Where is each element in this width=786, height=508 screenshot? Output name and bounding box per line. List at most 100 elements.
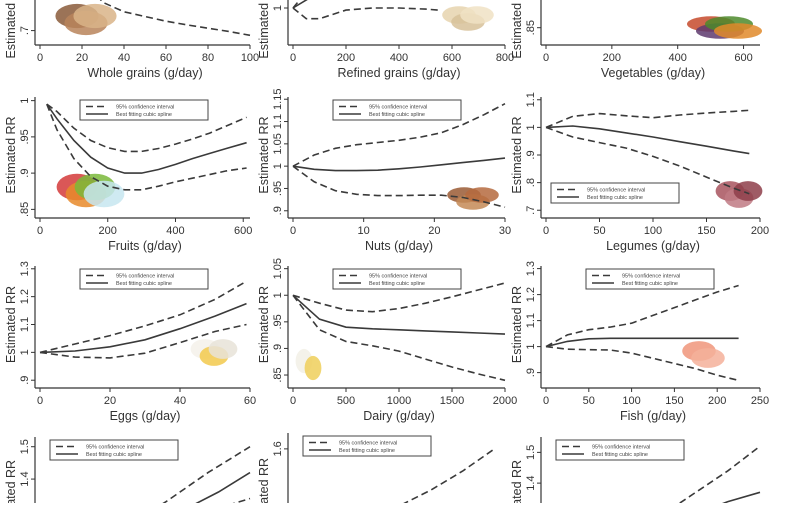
- y-tick-label: .9: [19, 376, 31, 385]
- panel-fruits: 0 200 400 600 .85 .9 .95 1 Fruits (g/day) Estimat…: [4, 97, 252, 253]
- y-tick-label: .85: [525, 20, 537, 35]
- x-tick-label: 40: [118, 52, 130, 64]
- x-tick-label: 50: [593, 225, 605, 237]
- x-tick-label: 200: [751, 225, 769, 237]
- spline-line: [185, 471, 251, 508]
- y-tick-label: .9: [525, 368, 537, 377]
- x-tick-label: 60: [244, 395, 256, 407]
- ci-line: [545, 126, 750, 195]
- y-tick-label: 1: [272, 292, 284, 298]
- x-tick-label: 0: [290, 225, 296, 237]
- y-axis-label: Estimated RR: [510, 286, 524, 363]
- x-tick-label: 0: [37, 225, 43, 237]
- x-tick-label: 20: [76, 52, 88, 64]
- y-tick-label: .95: [19, 129, 31, 144]
- x-tick-label: 50: [583, 395, 595, 407]
- x-tick-label: 800: [496, 52, 514, 64]
- legend-fit-label: Best fitting cubic spline: [369, 112, 425, 118]
- x-tick-label: 200: [708, 395, 726, 407]
- legend-fit-label: Best fitting cubic spline: [592, 452, 648, 458]
- x-tick-label: 500: [337, 395, 355, 407]
- y-tick-label: .9: [19, 169, 31, 178]
- y-tick-label: 1.4: [525, 475, 537, 490]
- ci-line: [39, 280, 247, 354]
- y-tick-label: 1: [525, 124, 537, 130]
- x-tick-label: 0: [290, 395, 296, 407]
- legend-ci-label: 95% confidence interval: [622, 274, 680, 280]
- legend-ci-label: 95% confidence interval: [116, 105, 174, 111]
- panel-nuts: 0 10 20 30 .9 .95 1 1.05 1.1 1.15 Nuts (g/day) Esti…: [257, 89, 511, 253]
- legend-fit-label: Best fitting cubic spline: [116, 281, 172, 287]
- x-tick-label: 1500: [440, 395, 464, 407]
- x-tick-label: 400: [390, 52, 408, 64]
- ci-line: [46, 103, 247, 191]
- y-tick-label: 1.6: [272, 441, 284, 456]
- legend-box: [79, 268, 209, 290]
- spline-line: [545, 125, 750, 155]
- y-tick-label: .9: [525, 150, 537, 159]
- legend-fit-label: Best fitting cubic spline: [622, 281, 678, 287]
- legend-ci-label: 95% confidence interval: [587, 188, 645, 194]
- x-tick-label: 2000: [493, 395, 517, 407]
- bread-image: [55, 3, 117, 36]
- legend-ci-label: 95% confidence interval: [369, 274, 427, 280]
- ci-line: [545, 284, 739, 348]
- ci-line: [292, 282, 506, 313]
- x-tick-label: 0: [37, 52, 43, 64]
- salmon-image: [682, 341, 725, 368]
- legend-ci-label: 95% confidence interval: [116, 274, 174, 280]
- ci-line: [39, 323, 247, 359]
- x-tick-label: 150: [665, 395, 683, 407]
- x-tick-label: 100: [622, 395, 640, 407]
- panel-eggs: 0 20 40 60 .9 1 1.1 1.2 1.3 Eggs (g/day) Estimated…: [4, 261, 256, 423]
- eggs-image: [190, 339, 238, 366]
- y-tick-label: 1.05: [272, 133, 284, 154]
- y-tick-label: .85: [19, 202, 31, 217]
- x-tick-label: 40: [174, 395, 186, 407]
- vegetables-image: [687, 16, 762, 39]
- ci-line: [545, 109, 750, 129]
- legend-ci-label: 95% confidence interval: [592, 445, 650, 451]
- spline-line: [292, 157, 506, 172]
- x-tick-label: 80: [202, 52, 214, 64]
- legend-fit-label: Best fitting cubic spline: [369, 281, 425, 287]
- ci-line: [154, 446, 251, 508]
- legend-fit-label: Best fitting cubic spline: [116, 112, 172, 118]
- legend-box: [49, 439, 179, 461]
- x-axis-label: Eggs (g/day): [110, 409, 181, 423]
- legend-fit-label: Best fitting cubic spline: [339, 448, 395, 454]
- x-axis-label: Whole grains (g/day): [87, 66, 202, 80]
- legend-box: [332, 268, 462, 290]
- x-tick-label: 10: [358, 225, 370, 237]
- x-axis-label: Nuts (g/day): [365, 239, 433, 253]
- x-tick-label: 250: [751, 395, 769, 407]
- ci-line: [46, 103, 247, 153]
- y-tick-label: 1.1: [19, 317, 31, 332]
- y-axis-label: Estimated RR: [4, 0, 18, 59]
- y-tick-label: 1.3: [19, 261, 31, 276]
- legend-box: [332, 99, 462, 121]
- x-axis-label: Fruits (g/day): [108, 239, 182, 253]
- x-axis-label: Legumes (g/day): [606, 239, 700, 253]
- y-tick-label: 1: [525, 344, 537, 350]
- x-tick-label: 0: [543, 225, 549, 237]
- y-tick-label: .9: [272, 206, 284, 215]
- x-tick-label: 0: [543, 52, 549, 64]
- x-tick-label: 150: [697, 225, 715, 237]
- y-axis-label: Estimated RR: [510, 0, 524, 59]
- legend-box: [302, 435, 432, 457]
- x-tick-label: 20: [104, 395, 116, 407]
- panel-fish: 0 50 100 150 200 250 .9 1 1.1 1.2 1.3 Fish (g/day) E…: [510, 261, 769, 423]
- y-axis-label: Estimated RR: [257, 0, 271, 59]
- x-axis-label: Refined grains (g/day): [338, 66, 461, 80]
- y-tick-label: 1.1: [525, 313, 537, 328]
- x-tick-label: 1000: [387, 395, 411, 407]
- x-tick-label: 20: [428, 225, 440, 237]
